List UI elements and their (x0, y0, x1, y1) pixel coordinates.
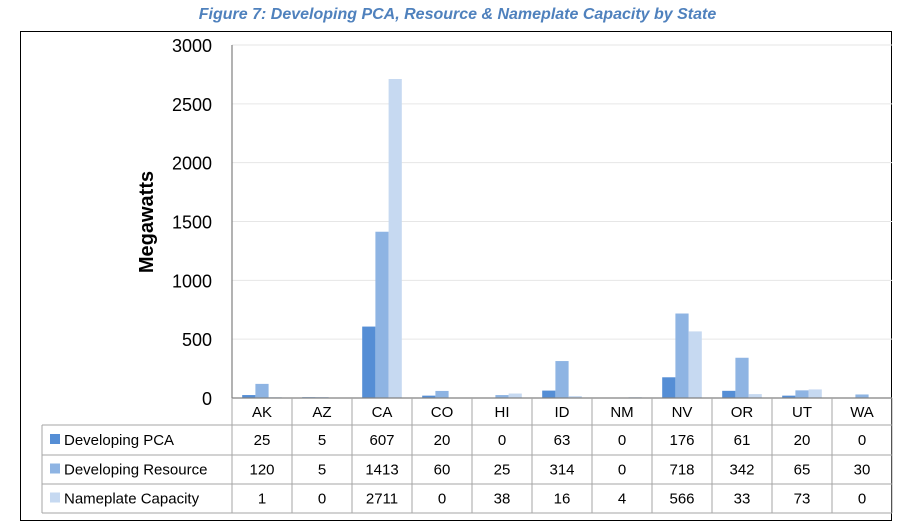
bar-ca-developing-resource (375, 231, 389, 398)
table-cell-value: 1 (258, 491, 266, 508)
y-tick-label: 1500 (172, 213, 212, 233)
y-tick-label: 500 (182, 330, 212, 350)
table-cell-value: 0 (498, 432, 506, 449)
x-tick-label: AK (252, 404, 272, 421)
table-cell-value: 20 (794, 432, 811, 449)
bar-nv-nameplate-capacity (688, 331, 702, 398)
bar-or-nameplate-capacity (748, 394, 762, 398)
x-tick-label: CA (372, 404, 393, 421)
bar-ut-developing-resource (795, 390, 809, 398)
y-tick-label: 2500 (172, 95, 212, 115)
x-tick-label: OR (731, 404, 754, 421)
table-cell-value: 25 (494, 462, 511, 479)
table-cell-value: 176 (669, 432, 694, 449)
table-cell-value: 30 (854, 462, 871, 479)
table-cell-value: 0 (438, 491, 446, 508)
table-cell-value: 4 (618, 491, 626, 508)
table-cell-value: 25 (254, 432, 271, 449)
bar-ak-developing-resource (255, 383, 269, 398)
bar-nv-developing-resource (675, 313, 689, 398)
chart-frame (20, 31, 892, 521)
table-cell-value: 60 (434, 462, 451, 479)
bar-id-nameplate-capacity (568, 396, 582, 398)
y-tick-label: 3000 (172, 36, 212, 56)
table-cell-value: 0 (318, 491, 326, 508)
table-cell-value: 0 (618, 462, 626, 479)
table-cell-value: 65 (794, 462, 811, 479)
table-cell-value: 0 (618, 432, 626, 449)
table-cell-value: 20 (434, 432, 451, 449)
bar-or-developing-resource (735, 357, 749, 398)
y-axis-label: Megawatts (136, 171, 158, 273)
legend-swatch (50, 463, 60, 474)
x-tick-label: WA (850, 404, 874, 421)
table-cell-value: 0 (858, 432, 866, 449)
table-cell-value: 718 (669, 462, 694, 479)
x-tick-label: ID (555, 404, 570, 421)
table-cell-value: 5 (318, 432, 326, 449)
table-cell-value: 38 (494, 491, 511, 508)
bar-hi-nameplate-capacity (508, 393, 522, 398)
y-tick-label: 1000 (172, 271, 212, 291)
table-cell-value: 63 (554, 432, 571, 449)
x-tick-label: UT (792, 404, 812, 421)
bar-ak-developing-pca (242, 395, 256, 398)
table-cell-value: 5 (318, 462, 326, 479)
table-cell-value: 0 (858, 491, 866, 508)
bar-ut-developing-pca (782, 395, 796, 398)
table-cell-value: 314 (549, 462, 574, 479)
bar-co-developing-resource (435, 390, 449, 398)
bar-hi-developing-resource (495, 395, 509, 398)
bar-co-developing-pca (422, 395, 436, 398)
chart-title: Figure 7: Developing PCA, Resource & Nam… (198, 6, 717, 23)
legend-swatch (50, 434, 60, 444)
bar-ca-nameplate-capacity (388, 79, 402, 398)
axes (231, 45, 892, 399)
bar-id-developing-resource (555, 361, 569, 398)
bar-id-developing-pca (542, 390, 556, 398)
y-tick-labels: 0 500 1000 1500 2000 2500 3000 (172, 36, 212, 409)
bar-ut-nameplate-capacity (808, 389, 822, 398)
table-cell-value: 61 (734, 432, 751, 449)
bar-ca-developing-pca (362, 326, 376, 398)
table-cell-value: 73 (794, 491, 811, 508)
legend-swatch (50, 492, 60, 503)
table-cell-value: 607 (369, 432, 394, 449)
x-tick-label: CO (431, 404, 454, 421)
table-cell-value: 566 (669, 491, 694, 508)
table-cell-value: 2711 (366, 491, 398, 508)
x-tick-label: HI (495, 404, 510, 421)
bar-nv-developing-pca (662, 377, 676, 398)
y-tick-label: 0 (202, 389, 212, 409)
bars (242, 79, 869, 398)
legend-label: Developing PCA (64, 432, 174, 449)
table-cell-value: 342 (729, 462, 754, 479)
legend-label: Developing Resource (64, 462, 207, 479)
x-tick-label: AZ (312, 404, 331, 421)
table-cell-value: 16 (554, 491, 571, 508)
gridlines (232, 44, 892, 340)
legend-label: Nameplate Capacity (64, 491, 200, 508)
x-tick-label: NV (672, 404, 693, 421)
table-cell-value: 120 (249, 462, 274, 479)
bar-or-developing-pca (722, 390, 736, 398)
x-tick-label: NM (610, 404, 633, 421)
bar-wa-developing-resource (855, 394, 869, 398)
y-tick-label: 2000 (172, 154, 212, 174)
table-cell-value: 33 (734, 491, 751, 508)
table-cell-value: 1413 (365, 462, 398, 479)
